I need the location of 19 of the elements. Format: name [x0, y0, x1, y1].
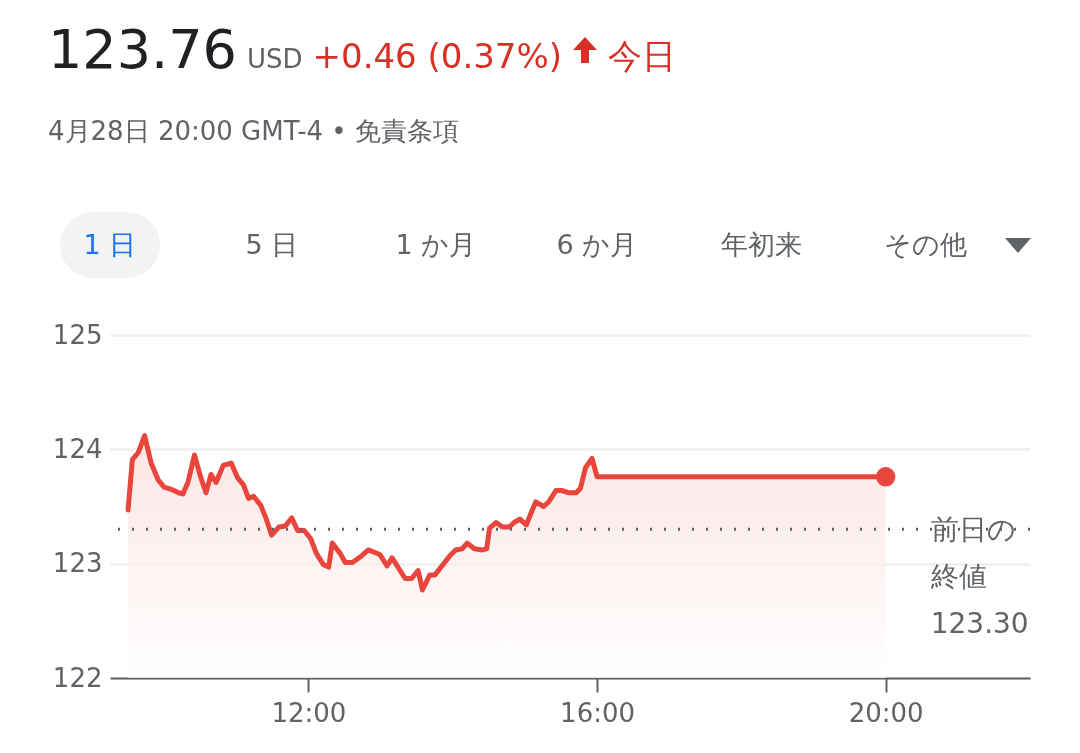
text: 年初来	[719, 228, 803, 262]
y-tick-label: 123	[52, 548, 103, 579]
text: その他	[882, 228, 968, 262]
chart-title: 123.76	[48, 18, 237, 81]
y-tick-label: 124	[52, 433, 103, 464]
chart-subtitle: 4月28日 20:00 GMT-4 • 免責条項	[48, 115, 459, 148]
text: +0.46 (0.37%)	[312, 36, 563, 76]
text: 5 日	[244, 228, 300, 262]
text: USD	[246, 44, 303, 74]
text: 6 か月	[555, 228, 639, 262]
x-tick-label: 16:00	[560, 697, 636, 728]
ref-line-label: 前日の終値 123.30	[929, 513, 1029, 641]
y-tick-label: 122	[52, 662, 103, 693]
text: 1 日	[60, 212, 160, 278]
y-tick-label: 125	[52, 319, 103, 350]
x-tick-label: 20:00	[848, 697, 924, 728]
text: 1 か月	[394, 228, 478, 262]
text: 今日	[608, 35, 677, 78]
x-tick-label: 12:00	[271, 697, 347, 728]
